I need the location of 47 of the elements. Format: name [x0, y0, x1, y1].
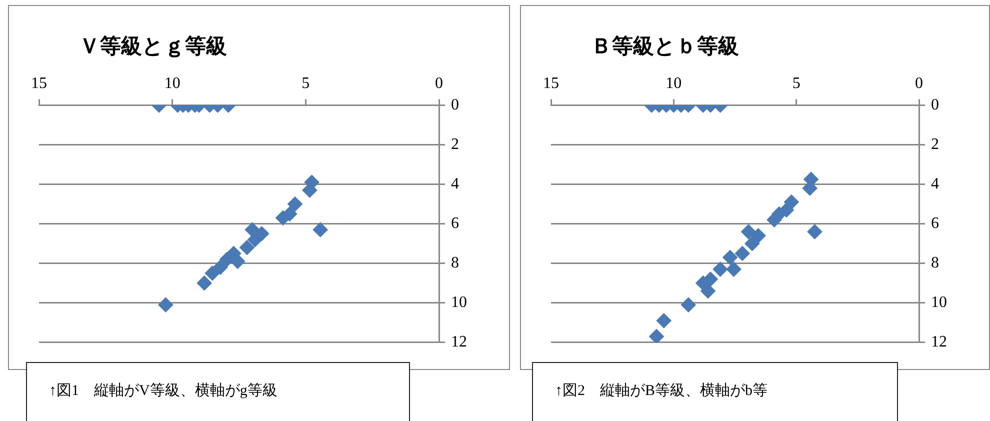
point: [734, 246, 750, 261]
point: [204, 266, 220, 281]
point: [240, 240, 254, 256]
y-tick-label: 10: [931, 294, 947, 312]
point: [196, 276, 212, 291]
point: [212, 260, 228, 275]
text: ↑図2 縦軸がB等級、横軸がb等: [532, 362, 898, 421]
x-tick-label: 15: [31, 74, 47, 92]
y-tick-label: 6: [451, 215, 459, 232]
point: [744, 236, 760, 252]
chart-title: Ｂ等級とｂ等級: [591, 33, 739, 60]
y-tick-label: 8: [931, 254, 939, 272]
y-tick-label: 0: [931, 96, 939, 114]
point: [722, 250, 738, 265]
point: [158, 297, 174, 312]
x-tick-label: 10: [164, 74, 180, 92]
point: [807, 224, 822, 240]
text: ↑図1 縦軸がV等級、横軸がg等級: [26, 362, 410, 421]
x-tick-label: 0: [915, 74, 923, 92]
x-tick-label: 5: [792, 74, 800, 92]
y-tick-label: 2: [931, 136, 939, 153]
point: [312, 222, 328, 238]
y-tick-label: 4: [931, 175, 939, 192]
y-tick-label: 8: [451, 254, 459, 272]
x-tick-label: 15: [543, 74, 559, 92]
point: [288, 196, 302, 212]
y-tick-label: 2: [451, 136, 459, 153]
y-tick-label: 0: [451, 96, 459, 114]
point: [680, 297, 696, 312]
x-tick-label: 0: [435, 74, 443, 92]
y-tick-label: 12: [451, 334, 467, 351]
y-tick-label: 4: [451, 175, 459, 192]
x-tick-label: 5: [302, 74, 310, 92]
point: [726, 262, 742, 277]
point: [230, 254, 246, 269]
chart-title: Ｖ等級とｇ等級: [79, 33, 227, 60]
x-tick-label: 10: [666, 74, 682, 92]
point: [656, 313, 672, 328]
y-tick-label: 6: [931, 215, 939, 232]
point: [750, 228, 766, 244]
point: [700, 284, 716, 299]
point: [712, 262, 728, 277]
point: [740, 224, 756, 240]
point: [648, 328, 664, 342]
y-tick-label: 12: [931, 334, 947, 351]
point: [276, 210, 290, 226]
y-tick-label: 10: [451, 294, 467, 312]
